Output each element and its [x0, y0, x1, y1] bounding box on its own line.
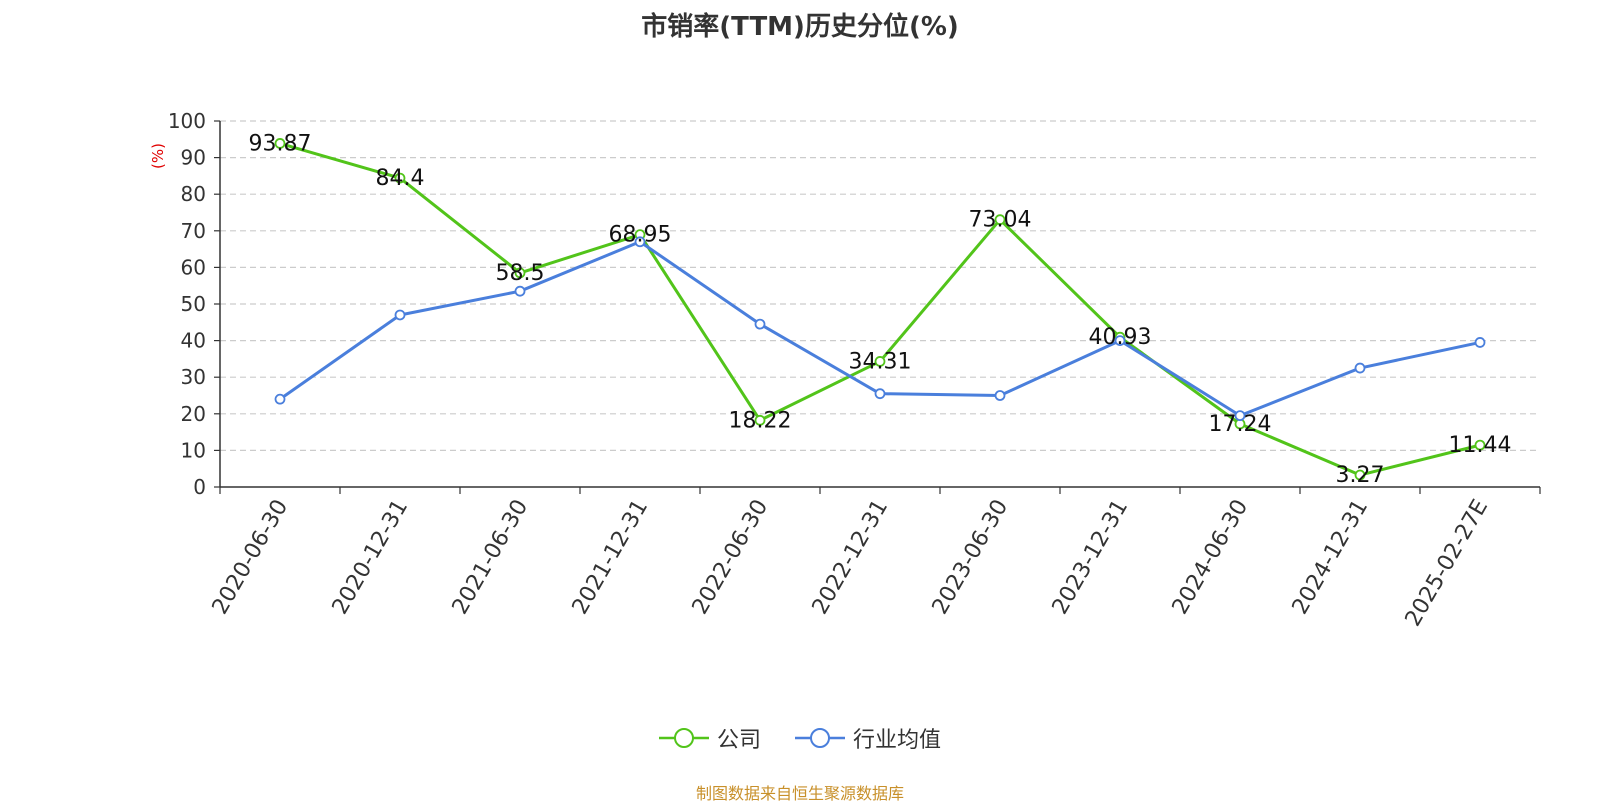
data-point-1[interactable]	[1354, 362, 1366, 374]
data-point-0[interactable]	[274, 138, 286, 149]
legend-item-company[interactable]: 公司	[658, 722, 761, 754]
data-point-0[interactable]	[1474, 439, 1486, 451]
x-tick-label: 2024-12-31	[1288, 496, 1374, 619]
y-tick-label: 60	[181, 255, 206, 279]
data-label: 40.93	[1089, 325, 1152, 350]
legend-marker-industry-average	[795, 728, 845, 748]
data-point-1[interactable]	[274, 393, 286, 405]
data-point-1[interactable]	[1114, 335, 1126, 347]
y-axis-label: (%)	[149, 143, 167, 169]
data-label: 34.31	[849, 349, 912, 374]
data-label: 84.4	[376, 166, 425, 191]
data-point-1[interactable]	[754, 318, 766, 330]
x-tick-label: 2024-06-30	[1168, 496, 1254, 619]
data-point-1[interactable]	[394, 309, 406, 321]
data-label: 58.5	[496, 261, 545, 286]
legend-label-company: 公司	[716, 728, 761, 753]
y-tick-label: 80	[181, 182, 206, 206]
y-tick-label: 30	[181, 365, 206, 389]
data-label: 3.27	[1336, 463, 1385, 488]
data-label: 73.04	[969, 208, 1032, 233]
data-point-0[interactable]	[874, 356, 886, 367]
series-line-0	[279, 141, 1481, 477]
chart-title: 市销率(TTM)历史分位(%)	[641, 12, 959, 42]
y-tick-label: 0	[193, 475, 206, 499]
x-tick-label: 2020-12-31	[328, 496, 414, 619]
data-label: 11.44	[1449, 433, 1512, 458]
chart-legend: 公司 行业均值	[0, 722, 1600, 754]
y-tick-label: 100	[168, 109, 206, 133]
y-tick-label: 20	[181, 402, 206, 426]
legend-item-industry-average[interactable]: 行业均值	[795, 722, 941, 754]
x-tick-label: 2023-12-31	[1048, 496, 1134, 619]
y-tick-label: 90	[181, 146, 206, 170]
y-tick-label: 70	[181, 219, 206, 243]
data-source-note: 制图数据来自恒生聚源数据库	[695, 784, 904, 803]
data-label: 68.95	[609, 223, 672, 248]
data-point-1[interactable]	[634, 236, 646, 248]
data-point-1[interactable]	[874, 388, 886, 400]
data-point-1[interactable]	[514, 285, 526, 297]
legend-marker-company	[658, 728, 709, 748]
data-point-0[interactable]	[754, 414, 766, 426]
data-point-1[interactable]	[994, 390, 1006, 401]
x-tick-label: 2023-06-30	[928, 496, 1014, 619]
x-tick-label: 2020-06-30	[208, 496, 294, 619]
data-label: 17.24	[1209, 412, 1272, 437]
x-tick-label: 2022-12-31	[808, 496, 894, 619]
data-point-1[interactable]	[1234, 410, 1246, 422]
y-tick-label: 10	[181, 438, 206, 462]
x-tick-label: 2022-06-30	[688, 496, 774, 619]
y-tick-label: 40	[181, 329, 206, 353]
x-tick-label: 2021-06-30	[448, 496, 534, 619]
data-point-0[interactable]	[394, 172, 406, 184]
data-label: 18.22	[729, 408, 792, 433]
data-label: 93.87	[249, 131, 312, 156]
legend-label-industry-average: 行业均值	[853, 728, 942, 753]
data-point-0[interactable]	[514, 267, 526, 279]
y-tick-label: 50	[181, 292, 206, 316]
x-tick-label: 2021-12-31	[568, 496, 654, 619]
data-point-0[interactable]	[994, 214, 1006, 226]
x-tick-label: 2025-02-27E	[1401, 496, 1494, 631]
data-point-1[interactable]	[1474, 337, 1486, 348]
data-point-0[interactable]	[1354, 469, 1366, 481]
